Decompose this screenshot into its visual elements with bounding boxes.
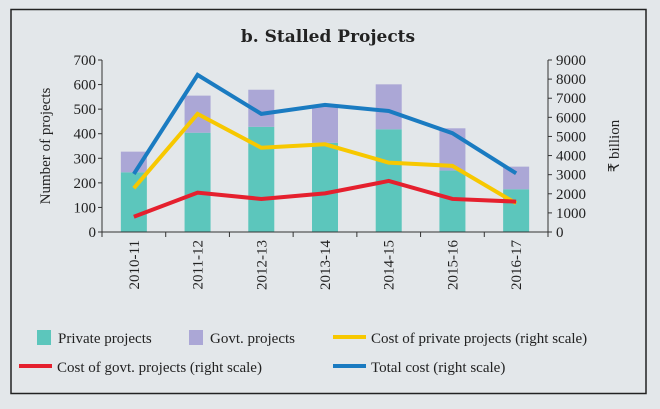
bar-govt-2016-17: [503, 166, 530, 190]
legend-swatch-0: [37, 330, 51, 345]
y-tick-label-left: 100: [74, 200, 97, 216]
legend-label-2: Cost of private projects (right scale): [371, 331, 587, 347]
y-tick-label-right: 8000: [556, 72, 586, 88]
y-tick-label-right: 6000: [556, 110, 586, 126]
bar-govt-2014-15: [375, 84, 402, 130]
y-tick-label-right: 4000: [556, 149, 586, 165]
bar-govt-2013-14: [312, 106, 338, 143]
x-tick-label: 2011-12: [191, 240, 207, 289]
y-tick-label-right: 2000: [556, 187, 586, 203]
x-tick-label: 2010-11: [127, 240, 143, 289]
x-tick-label: 2016-17: [509, 240, 525, 290]
y-tick-label-left: 500: [74, 102, 97, 118]
y-axis-label-left: Number of projects: [38, 88, 54, 205]
x-tick-label: 2014-15: [382, 240, 398, 290]
y-tick-label-left: 600: [74, 78, 97, 94]
y-tick-label-right: 7000: [556, 91, 586, 107]
legend-swatch-1: [189, 330, 203, 345]
y-tick-label-left: 0: [89, 225, 97, 241]
x-tick-label: 2012-13: [254, 240, 270, 290]
y-tick-label-right: 5000: [556, 129, 586, 145]
x-tick-label: 2013-14: [318, 240, 334, 290]
y-tick-label-left: 400: [74, 127, 97, 143]
y-axis-label-right: ₹ billion: [607, 119, 623, 172]
bar-private-2013-14: [312, 142, 338, 232]
x-tick-label: 2015-16: [445, 240, 461, 290]
y-tick-label-right: 0: [556, 225, 564, 241]
legend-label-0: Private projects: [58, 331, 152, 347]
legend-label-4: Total cost (right scale): [371, 360, 505, 376]
y-tick-label-right: 3000: [556, 168, 586, 184]
y-tick-label-right: 1000: [556, 206, 586, 222]
bar-private-2016-17: [503, 189, 530, 232]
y-tick-label-left: 700: [74, 53, 97, 69]
chart-title: b. Stalled Projects: [241, 27, 415, 47]
y-tick-label-left: 200: [74, 176, 97, 192]
bar-private-2010-11: [120, 172, 147, 232]
legend-label-1: Govt. projects: [210, 331, 295, 347]
bar-private-2011-12: [184, 132, 211, 232]
y-tick-label-right: 9000: [556, 53, 586, 69]
y-tick-label-left: 300: [74, 151, 97, 167]
legend-label-3: Cost of govt. projects (right scale): [57, 360, 262, 376]
